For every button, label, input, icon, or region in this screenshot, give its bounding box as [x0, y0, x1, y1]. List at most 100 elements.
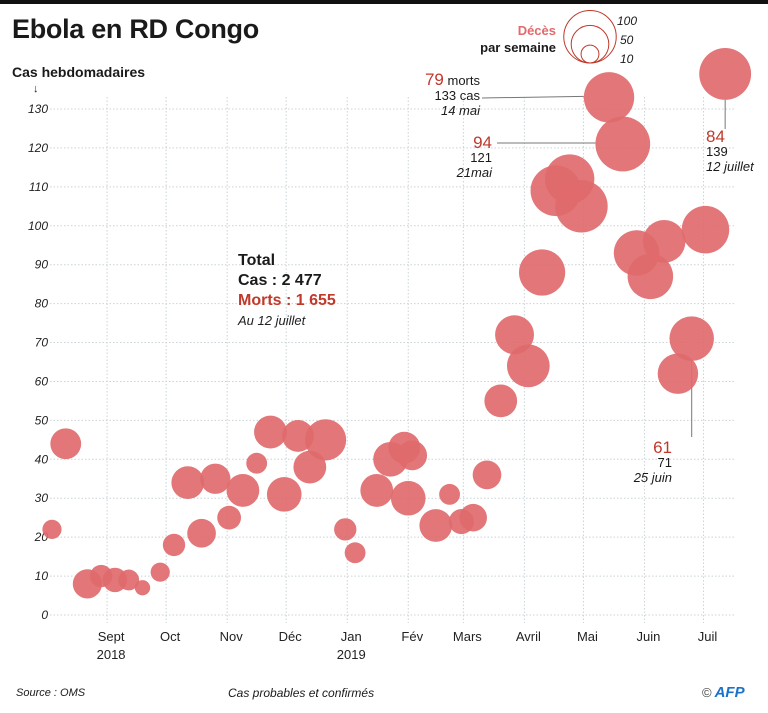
x-tick-label: Avril: [516, 629, 541, 644]
top-rule: [0, 0, 768, 4]
bubble-point: [555, 180, 608, 233]
annotation-date: 12 juillet: [706, 159, 754, 174]
bubble-point: [472, 460, 502, 490]
annotation-cases: 139: [706, 144, 728, 159]
bubble-point: [171, 466, 205, 500]
chart-title: Ebola en RD Congo: [12, 14, 259, 44]
annotation-12-juillet: 84 139 12 juillet: [706, 127, 754, 174]
bubble-point: [217, 505, 242, 530]
bubble-point: [187, 518, 216, 548]
bubble-point: [254, 415, 287, 449]
annotation-cases: 121: [470, 150, 492, 165]
bubble-point: [699, 48, 752, 100]
bubble-point: [266, 477, 302, 512]
y-tick-label: 40: [35, 452, 49, 466]
bubble-point: [118, 569, 140, 591]
y-tick-label: 110: [29, 180, 48, 194]
annotation-cases: 133 cas: [434, 88, 480, 103]
bubble-point: [200, 463, 231, 494]
bubble-point: [50, 428, 82, 460]
gridlines: [50, 97, 735, 623]
bubble-point: [681, 205, 730, 254]
bubble-point: [506, 344, 550, 388]
y-tick-label: 10: [35, 569, 49, 583]
annotation-leaders: [481, 95, 726, 437]
afp-logo: © AFP: [702, 684, 745, 701]
annotation-deaths: 79: [424, 70, 444, 89]
x-tick-label: Nov: [220, 629, 244, 644]
x-tick-sublabel: 2019: [337, 647, 366, 662]
legend-circle-100: [563, 10, 617, 64]
bubble-point: [246, 452, 268, 474]
legend-value-50: 50: [620, 33, 634, 47]
data-note: Cas probables et confirmés: [228, 686, 375, 700]
y-tick-label: 70: [35, 336, 49, 350]
x-tick-label: Juil: [698, 629, 718, 644]
y-tick-label: 50: [35, 413, 49, 427]
x-tick-label: Oct: [160, 629, 181, 644]
x-tick-sublabel: 2018: [97, 647, 126, 662]
x-tick-label: Jan: [341, 629, 362, 644]
bubble-point: [439, 483, 461, 505]
bubble-point: [583, 72, 635, 123]
bubble-point: [484, 384, 518, 418]
annotation-25-juin: 61 71 25 juin: [610, 438, 672, 485]
bubble-point: [397, 440, 428, 471]
annotation-deaths: 84: [706, 127, 725, 146]
x-tick-label: Fév: [401, 629, 423, 644]
bubble-point: [459, 503, 487, 532]
copyright-icon: ©: [702, 685, 712, 700]
bubble-point: [495, 315, 534, 355]
bubble-point: [419, 509, 453, 542]
annotation-date: 25 juin: [633, 470, 672, 485]
x-tick-label: Déc: [279, 629, 303, 644]
legend-value-100: 100: [617, 14, 638, 28]
y-axis-label: Cas hebdomadaires: [12, 64, 146, 80]
bubble-point: [150, 562, 170, 582]
legend-title-per-week: par semaine: [480, 40, 556, 55]
size-legend-values: 100 50 10: [617, 12, 637, 69]
bubble-point: [595, 116, 651, 172]
source-note: Source : OMS: [16, 687, 86, 699]
total-date: Au 12 juillet: [238, 313, 306, 328]
y-tick-label: 120: [28, 141, 48, 155]
x-tick-label: Mai: [577, 629, 598, 644]
annotation-cases: 71: [657, 455, 672, 470]
bubble-point: [390, 480, 426, 516]
annotation-deaths-suffix: morts: [443, 73, 480, 88]
annotation-21-mai: 94 121 21mai: [440, 133, 492, 180]
bubble-point: [669, 316, 714, 361]
total-box: Total Cas : 2 477 Morts : 1 655 Au 12 ju…: [238, 251, 336, 331]
annotation-date: 14 mai: [440, 103, 480, 118]
bubble-point: [519, 249, 566, 296]
bubble-point: [360, 474, 394, 507]
bubble-point: [657, 353, 699, 394]
x-ticks: Sept 2018 Oct Nov Déc Jan 2019 Fév Mars Avril Mai J…: [97, 629, 718, 662]
legend-circle-50: [570, 24, 610, 64]
legend-circle-10: [580, 44, 600, 64]
legend-value-10: 10: [620, 52, 634, 66]
y-tick-label: 90: [35, 258, 49, 272]
y-tick-label: 30: [35, 491, 49, 505]
annotation-14-mai: 79 morts 133 cas 14 mai: [400, 70, 480, 118]
annotation-deaths: 94: [473, 133, 492, 152]
bubble-point: [627, 253, 674, 300]
bubble-point: [162, 533, 186, 557]
annotation-deaths: 61: [653, 438, 672, 457]
bubble-point: [344, 542, 366, 564]
afp-brand: AFP: [714, 684, 745, 701]
bubble-point: [42, 519, 62, 539]
y-tick-label: 80: [35, 297, 49, 311]
y-tick-label: 130: [28, 102, 48, 116]
x-tick-label: Mars: [453, 629, 482, 644]
x-tick-label: Juin: [637, 629, 661, 644]
down-arrow-icon: ↓: [33, 83, 39, 95]
size-legend-circles: [563, 10, 617, 64]
bubble-point: [134, 580, 151, 596]
size-legend-title: Décès par semaine: [480, 22, 556, 56]
total-heading: Total: [238, 252, 276, 269]
x-tick-label: Sept: [98, 629, 125, 644]
y-tick-label: 60: [35, 374, 49, 388]
